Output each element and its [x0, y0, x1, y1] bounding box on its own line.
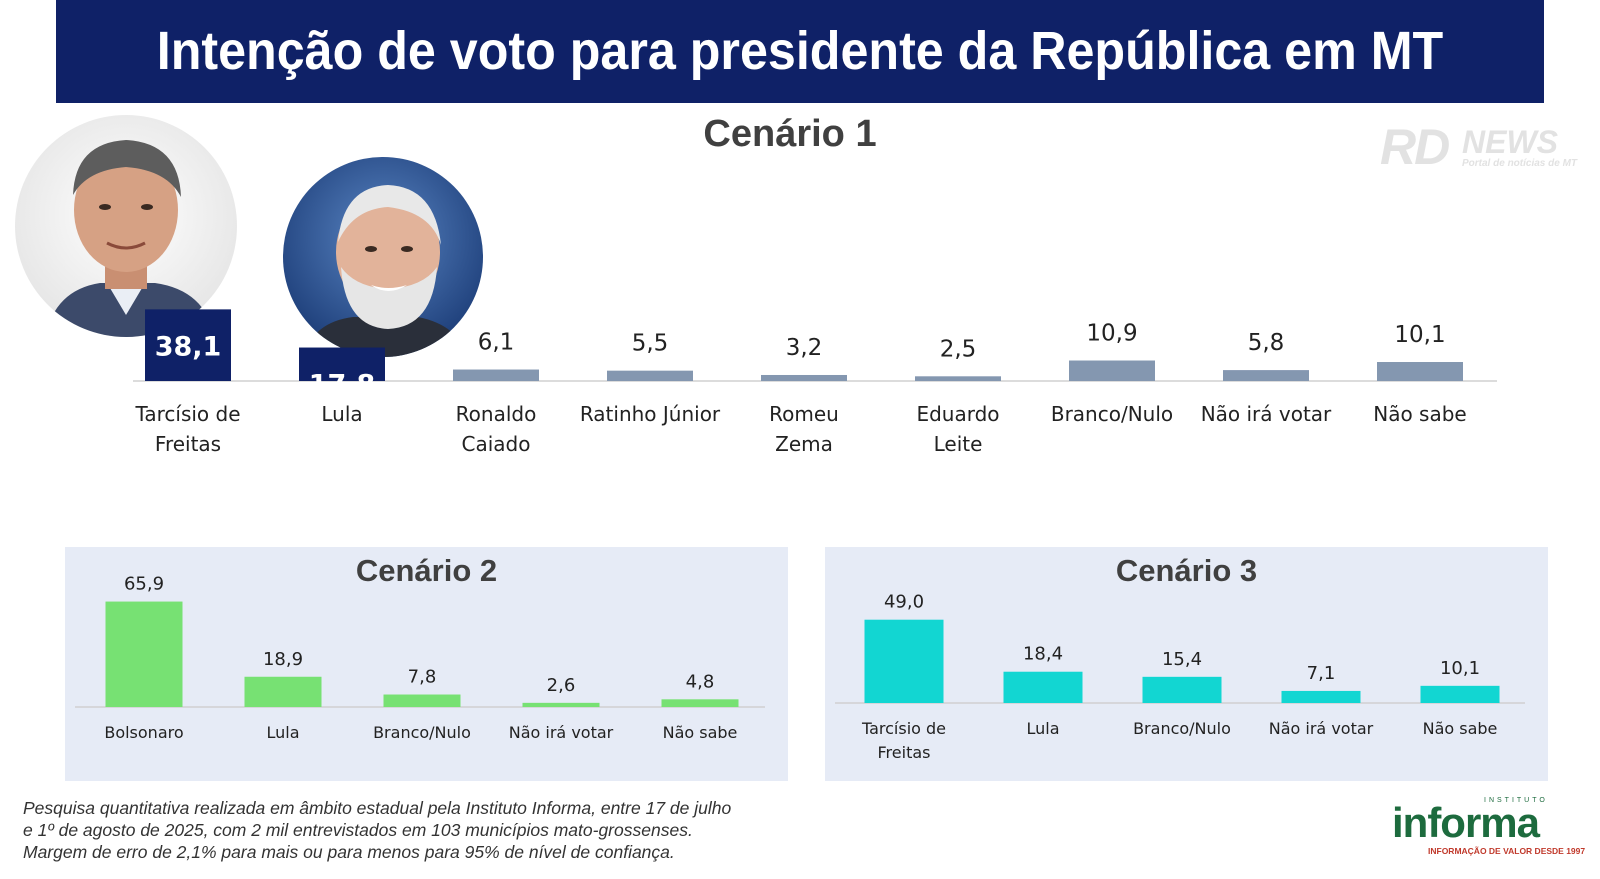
bar: [1420, 685, 1500, 703]
cenario3-panel: Cenário 3 49,0 Tarcísio de Freitas 18,4 Lula…: [825, 547, 1548, 781]
page-title: Intenção de voto para presidente da Repú…: [56, 0, 1544, 103]
cenario2-panel: Cenário 2 65,9 Bolsonaro 18,9 Lula 7,8 Branco…: [65, 547, 788, 781]
data-label: 3,2: [786, 335, 823, 361]
bar: [383, 694, 461, 707]
data-label: 10,9: [1086, 321, 1137, 347]
footnote-line: Pesquisa quantitativa realizada em âmbit…: [23, 798, 732, 818]
bar: [607, 370, 693, 381]
data-label: 6,1: [478, 330, 515, 356]
category-label: Zema: [775, 432, 833, 456]
category-label: Lula: [321, 402, 362, 426]
category-label: Não sabe: [1423, 719, 1498, 738]
bar: [244, 676, 322, 707]
footnote-line: e 1º de agosto de 2025, com 2 mil entrev…: [23, 820, 693, 840]
category-label: Freitas: [878, 743, 931, 762]
bar: [761, 374, 847, 381]
cenario2-chart: 65,9 Bolsonaro 18,9 Lula 7,8 Branco/Nulo 2,6 Nã…: [75, 574, 765, 742]
cenario2-title: Cenário 2: [355, 553, 498, 588]
bar: [1281, 690, 1361, 703]
category-label: Ratinho Júnior: [580, 402, 721, 426]
category-label: Não sabe: [1373, 402, 1467, 426]
cenario3-title: Cenário 3: [1115, 553, 1258, 588]
data-label: 7,8: [408, 667, 437, 688]
methodology-footnote: Pesquisa quantitativa realizada em âmbit…: [23, 797, 843, 863]
category-label: Não irá votar: [509, 723, 614, 742]
bar: [299, 347, 385, 381]
bar: [105, 601, 183, 707]
data-label: 2,6: [547, 675, 576, 696]
category-label: Eduardo: [916, 402, 999, 426]
data-label: 18,9: [263, 649, 303, 670]
data-label: 4,8: [686, 671, 715, 692]
category-label: Branco/Nulo: [1051, 402, 1173, 426]
cenario3-chart: 49,0 Tarcísio de Freitas 18,4 Lula 15,4 Branco…: [835, 592, 1525, 762]
category-label: Ronaldo: [456, 402, 537, 426]
category-label: Branco/Nulo: [373, 723, 471, 742]
category-label: Branco/Nulo: [1133, 719, 1231, 738]
bar: [661, 699, 739, 707]
category-label: Não irá votar: [1269, 719, 1374, 738]
bar: [915, 376, 1001, 381]
data-label: 7,1: [1307, 663, 1336, 684]
cenario1-title: Cenário 1: [703, 113, 877, 155]
bar: [1069, 360, 1155, 381]
category-label: Bolsonaro: [104, 723, 183, 742]
bar: [522, 702, 600, 707]
category-label: Não irá votar: [1201, 402, 1332, 426]
data-label: 5,5: [632, 331, 669, 357]
category-label: Tarcísio de: [861, 719, 946, 738]
bar: [1377, 362, 1463, 381]
data-label: 65,9: [124, 574, 164, 595]
bar: [1142, 676, 1222, 703]
rdnews-logo: RD NEWS Portal de notícias de MT: [1380, 119, 1578, 175]
category-label: Romeu: [769, 402, 839, 426]
category-label: Tarcísio de: [134, 402, 240, 426]
category-label: Caiado: [462, 432, 531, 456]
data-label: 15,4: [1162, 649, 1202, 670]
category-label: Lula: [1026, 719, 1059, 738]
data-label: 17,8: [309, 370, 376, 401]
informa-logo: INSTITUTO informa INFORMAÇÃO DE VALOR DE…: [1392, 797, 1586, 856]
data-label: 2,5: [940, 336, 977, 362]
bar: [864, 619, 944, 703]
bar: [145, 309, 231, 381]
data-label: 49,0: [884, 592, 924, 613]
data-label: 5,8: [1248, 330, 1285, 356]
footnote-line: Margem de erro de 2,1% para mais ou para…: [23, 842, 675, 862]
data-label: 18,4: [1023, 644, 1063, 665]
data-label: 38,1: [155, 331, 222, 362]
bar: [1223, 370, 1309, 381]
category-label: Freitas: [155, 432, 221, 456]
bar: [453, 369, 539, 381]
category-label: Leite: [934, 432, 983, 456]
data-label: 10,1: [1440, 658, 1480, 679]
category-label: Não sabe: [663, 723, 738, 742]
category-label: Lula: [266, 723, 299, 742]
data-label: 10,1: [1394, 322, 1445, 348]
bar: [1003, 671, 1083, 703]
